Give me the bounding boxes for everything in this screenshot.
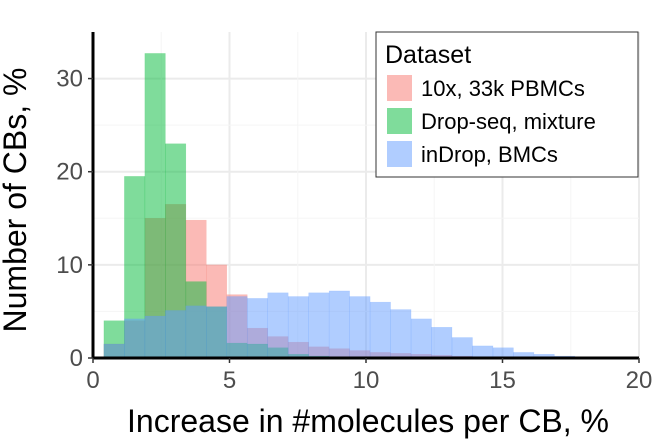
x-tick-label: 20 (626, 367, 653, 394)
histogram-bar (451, 337, 473, 359)
x-tick-label: 5 (223, 367, 236, 394)
legend-swatch-drop-seq-mixture (387, 108, 412, 134)
histogram-bar (144, 315, 166, 359)
y-axis-title: Number of CBs, % (0, 68, 33, 333)
tick-labels: 0 5 10 15 20 0 10 20 30 (56, 66, 652, 394)
x-tick-label: 10 (353, 367, 380, 394)
histogram-bar (267, 292, 289, 359)
histogram-bar (165, 310, 187, 359)
histogram-bar (369, 301, 391, 359)
histogram-bar (431, 327, 453, 359)
y-tick-label: 30 (56, 66, 83, 93)
histogram-bar (472, 345, 494, 359)
histogram-bar (226, 296, 248, 359)
histogram-bar (492, 347, 514, 359)
y-tick-label: 10 (56, 252, 83, 279)
histogram-bar (246, 298, 268, 359)
histogram-bar (287, 296, 309, 359)
histogram-bar (144, 53, 166, 359)
series-indrop-bmcs (103, 290, 596, 359)
histogram-bar (206, 306, 228, 359)
legend-box (375, 31, 639, 178)
legend-label-10x-33k-pbmcs: 10x, 33k PBMCs (421, 76, 585, 101)
legend-swatch-10x-33k-pbmcs (387, 75, 412, 101)
x-tick-label: 15 (489, 367, 516, 394)
legend-swatch-indrop-bmcs (387, 141, 412, 167)
legend-title: Dataset (385, 41, 471, 69)
x-tick-label: 0 (86, 367, 99, 394)
histogram-bar (185, 305, 207, 359)
legend-label-indrop-bmcs: inDrop, BMCs (421, 142, 558, 167)
histogram-bar (390, 309, 412, 359)
y-tick-label: 0 (70, 345, 83, 372)
histogram-bar (124, 318, 146, 359)
histogram-bar (103, 343, 125, 359)
y-tick-label: 20 (56, 159, 83, 186)
histogram-bars (103, 53, 596, 359)
x-axis-title: Increase in #molecules per CB, % (127, 403, 609, 439)
histogram-bar (308, 292, 330, 359)
legend: Dataset 10x, 33k PBMCs Drop-seq, mixture i… (375, 31, 639, 178)
histogram-bar (410, 318, 432, 359)
legend-label-drop-seq-mixture: Drop-seq, mixture (421, 109, 596, 134)
histogram-bar (328, 290, 350, 359)
histogram-bar (349, 296, 371, 359)
